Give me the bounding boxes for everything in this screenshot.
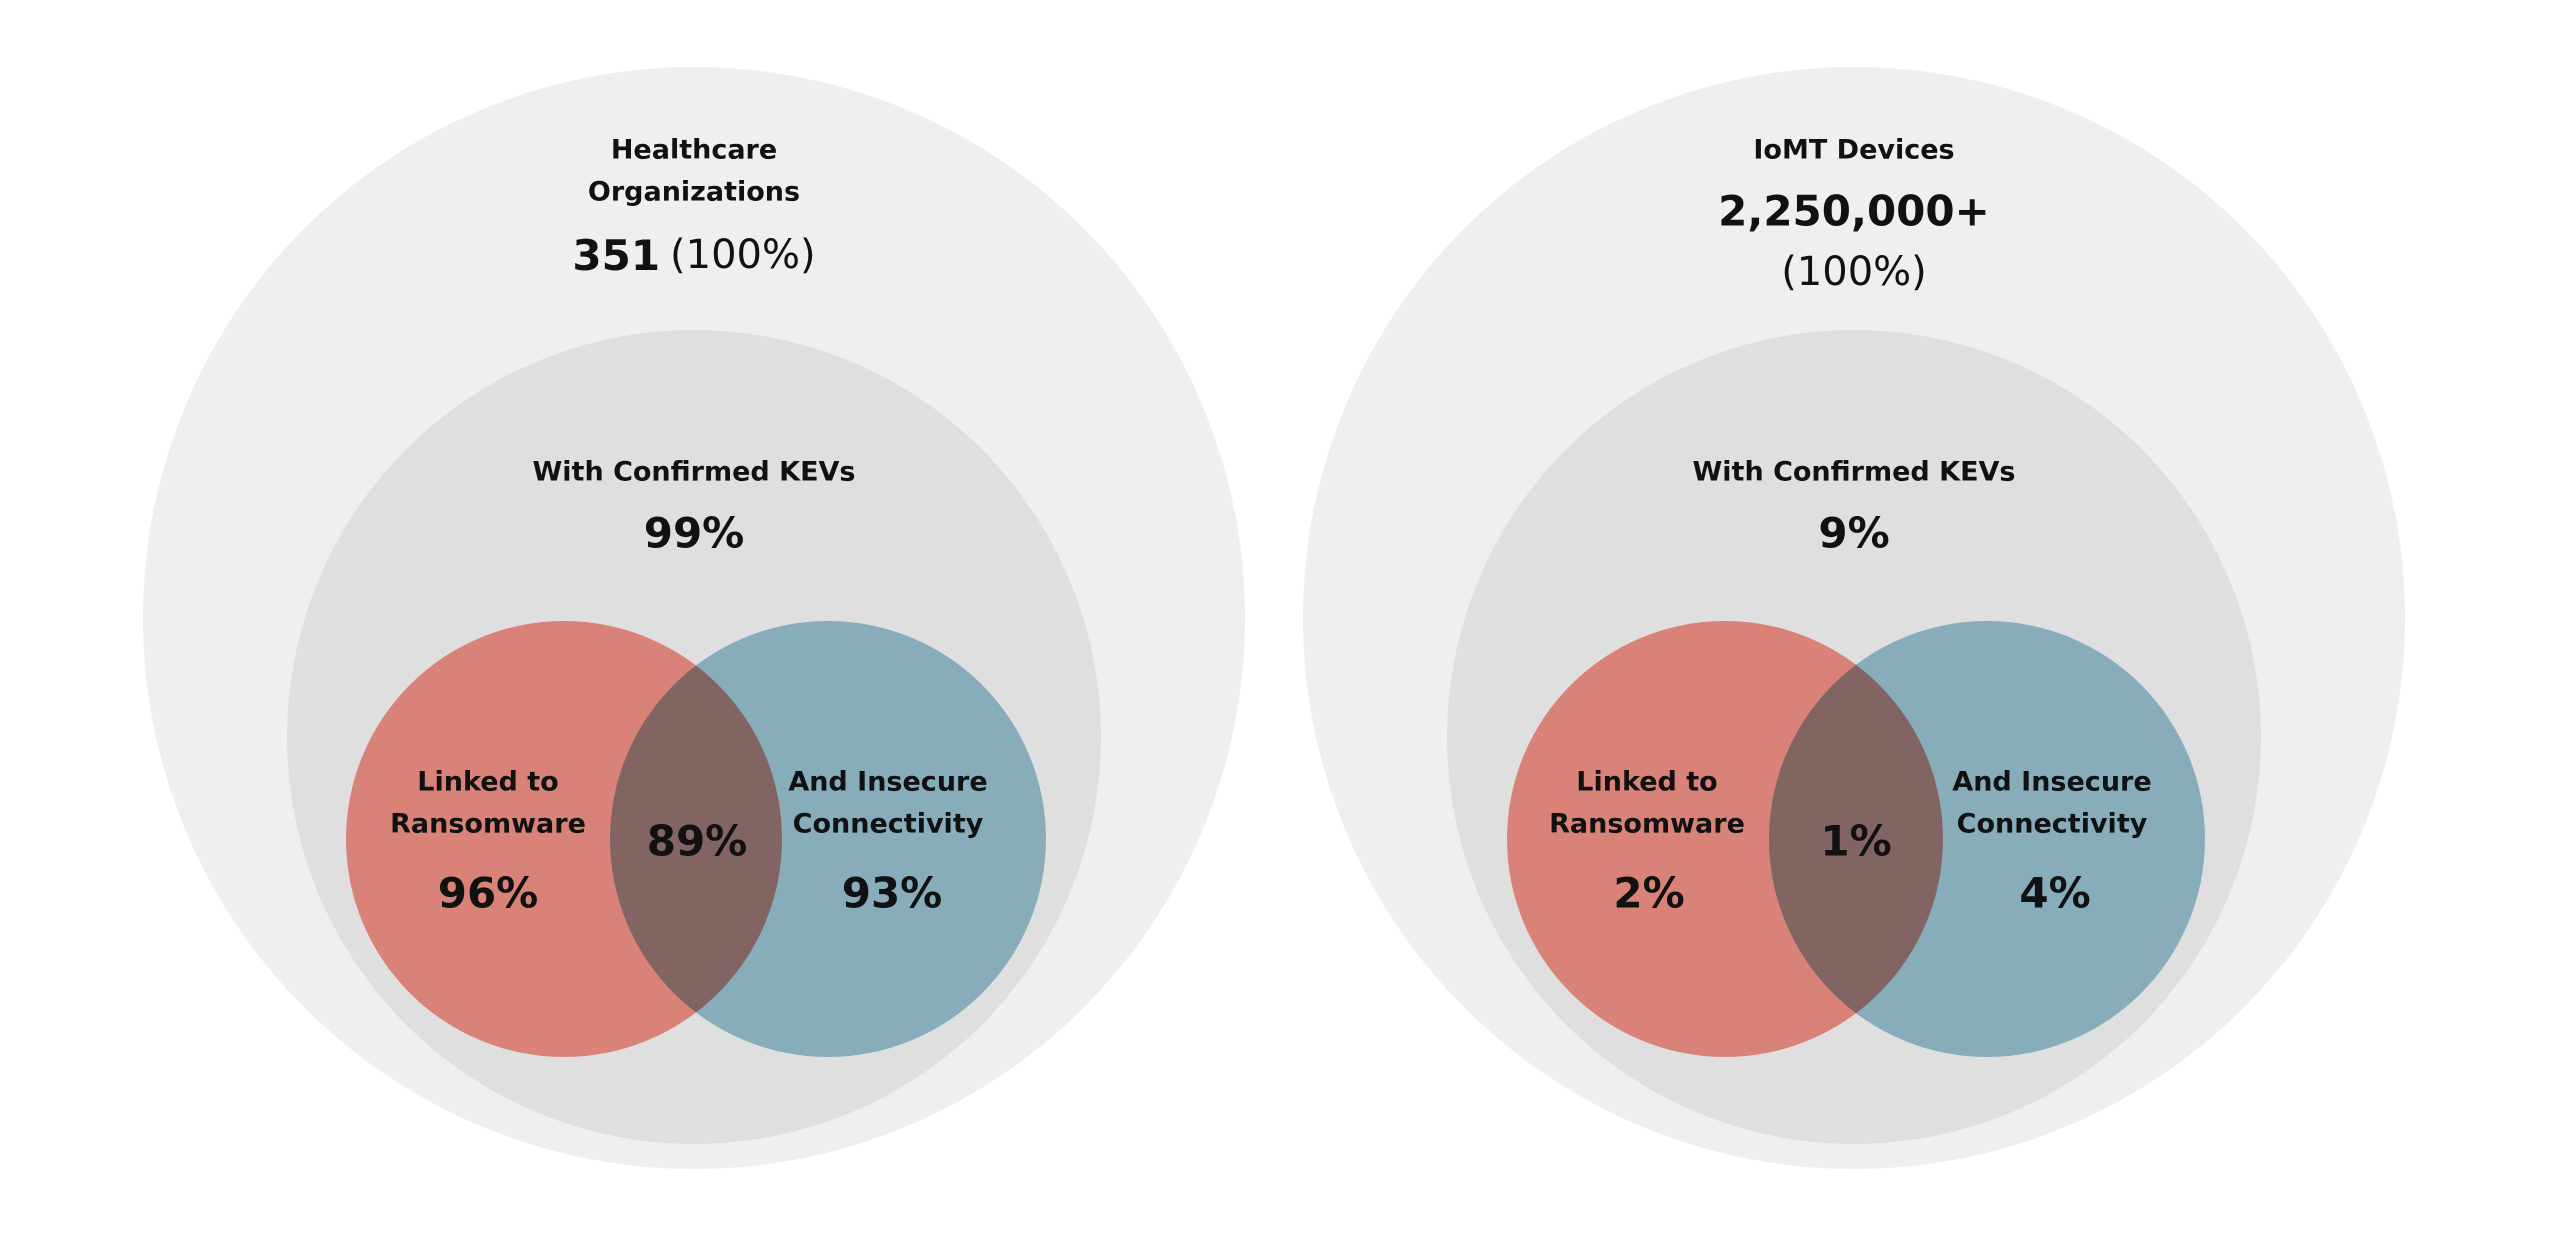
panel-title-line: IoMT Devices [1753,135,1954,166]
kev-value: 9% [1818,509,1889,558]
connectivity-label: Connectivity [793,809,984,840]
panel-healthcare-organizations: Healthcare Organizations 351 (100%) With … [143,67,1245,1169]
total-percent: (100%) [1781,249,1927,295]
ransomware-label: Linked to [1576,767,1717,798]
kev-value: 99% [644,509,745,558]
ransomware-value: 2% [1613,869,1684,918]
connectivity-value: 4% [2019,869,2090,918]
panel-title-line: Healthcare [611,135,777,166]
overlap-value: 1% [1820,817,1891,866]
kev-label: With Confirmed KEVs [533,457,856,488]
connectivity-label: And Insecure [1952,767,2151,798]
ransomware-label: Ransomware [1549,809,1745,840]
panel-title-line: Organizations [588,177,800,208]
panel-iomt-devices: IoMT Devices 2,250,000+ (100%) With Conf… [1303,67,2405,1169]
connectivity-value: 93% [842,869,943,918]
kev-label: With Confirmed KEVs [1693,457,2016,488]
ransomware-label: Ransomware [390,809,586,840]
overlap-region [1769,621,1943,1057]
total-count: 2,250,000+ [1718,187,1990,236]
overlap-value: 89% [647,817,748,866]
ransomware-value: 96% [438,869,539,918]
total-count: 351 [572,231,660,280]
total-percent: (100%) [670,232,816,278]
overlap-region [610,621,782,1057]
panel-total: 351 (100%) [572,231,815,280]
connectivity-label: Connectivity [1957,809,2148,840]
ransomware-label: Linked to [417,767,558,798]
connectivity-label: And Insecure [788,767,987,798]
